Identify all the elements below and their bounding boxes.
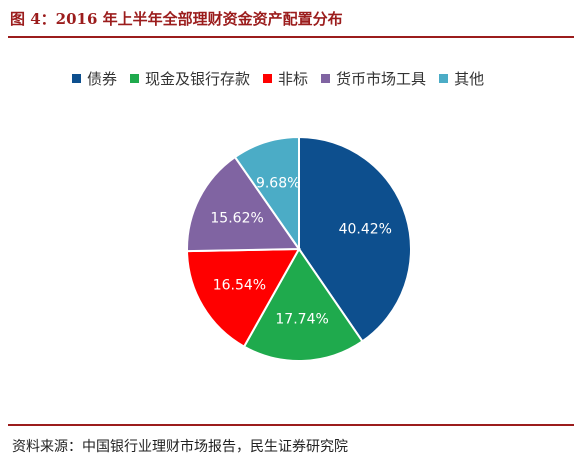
pie-slice-money-market [186,155,301,253]
legend-swatch-money-market [321,73,331,83]
title-bar: 图 4：2016 年上半年全部理财资金资产配置分布 [8,6,574,38]
pie-slice-other [233,135,300,253]
slice-label-cash: 17.74% [275,311,328,327]
legend-item-bonds: 债券 [72,68,117,89]
legend-swatch-nonstandard [263,73,273,83]
slice-label-bonds: 40.42% [339,221,392,237]
pie-slice-cash [242,247,364,362]
legend-item-cash: 现金及银行存款 [130,68,250,89]
legend-item-nonstandard: 非标 [263,68,308,89]
footer-divider [8,424,574,426]
source-note: 资料来源：中国银行业理财市场报告，民生证券研究院 [12,439,348,455]
legend-label-nonstandard: 非标 [278,69,309,88]
legend-label-other: 其他 [454,69,485,88]
legend-label-cash: 现金及银行存款 [145,69,251,88]
legend-label-bonds: 债券 [87,69,118,88]
legend-swatch-bonds [72,73,81,83]
title-divider [8,36,574,38]
legend-swatch-cash [130,73,140,83]
legend-label-money-market: 货币市场工具 [336,69,427,88]
chart-legend: 债券 现金及银行存款 非标 货币市场工具 其他 [72,66,497,90]
figure-title: 图 4：2016 年上半年全部理财资金资产配置分布 [10,10,343,28]
legend-swatch-other [439,73,449,83]
legend-item-money-market: 货币市场工具 [321,68,426,89]
slice-label-money-market: 15.62% [210,210,263,226]
pie-slice-bonds [298,135,412,343]
legend-item-other: 其他 [439,68,484,89]
pie-slice-nonstandard [186,247,301,348]
slice-label-nonstandard: 16.54% [213,278,266,294]
slice-label-other: 9.68% [256,176,300,192]
